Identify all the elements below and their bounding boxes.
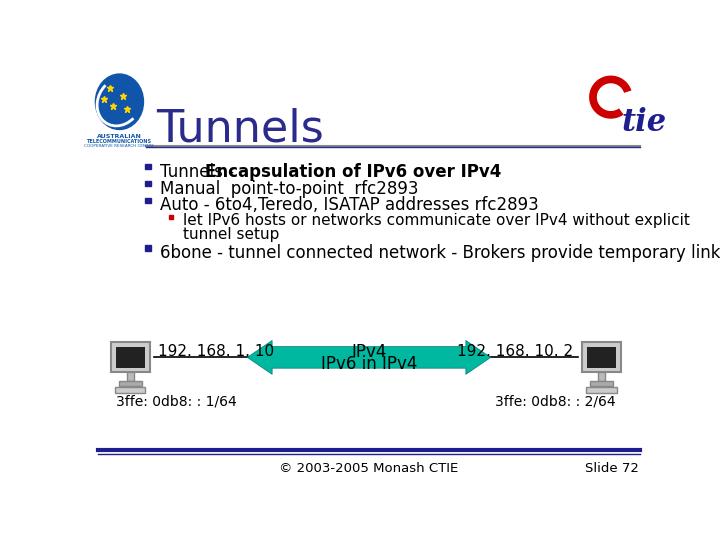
Polygon shape <box>248 340 490 374</box>
Bar <box>145 181 150 186</box>
Text: tunnel setup: tunnel setup <box>183 227 279 242</box>
Text: Auto - 6to4,Teredo, ISATAP addresses rfc2893: Auto - 6to4,Teredo, ISATAP addresses rfc… <box>160 197 539 214</box>
Text: 6bone - tunnel connected network - Brokers provide temporary links: 6bone - tunnel connected network - Broke… <box>160 244 720 262</box>
Text: IPv6 in IPv4: IPv6 in IPv4 <box>321 355 417 373</box>
Bar <box>145 198 150 203</box>
FancyBboxPatch shape <box>598 373 605 381</box>
Bar <box>145 245 150 251</box>
Text: © 2003-2005 Monash CTIE: © 2003-2005 Monash CTIE <box>279 462 459 475</box>
Text: IPv4: IPv4 <box>351 343 387 361</box>
FancyBboxPatch shape <box>111 342 150 373</box>
Ellipse shape <box>96 74 143 130</box>
Bar <box>169 215 174 219</box>
Text: AUSTRALIAN: AUSTRALIAN <box>97 134 142 139</box>
Text: let IPv6 hosts or networks communicate over IPv4 without explicit: let IPv6 hosts or networks communicate o… <box>183 213 690 228</box>
FancyBboxPatch shape <box>582 342 621 373</box>
Bar <box>145 164 150 169</box>
Text: 192. 168. 1. 10: 192. 168. 1. 10 <box>158 344 274 359</box>
Text: TELECOMMUNICATIONS: TELECOMMUNICATIONS <box>87 139 152 145</box>
Polygon shape <box>589 76 631 119</box>
FancyBboxPatch shape <box>119 381 142 386</box>
Text: 3ffe: 0db8: : 2/64: 3ffe: 0db8: : 2/64 <box>495 394 616 408</box>
Text: 192. 168. 10. 2: 192. 168. 10. 2 <box>457 344 574 359</box>
Text: Tunnels -: Tunnels - <box>160 163 239 180</box>
FancyBboxPatch shape <box>588 347 616 368</box>
FancyBboxPatch shape <box>127 373 134 381</box>
Text: tie: tie <box>621 107 667 138</box>
FancyBboxPatch shape <box>586 387 616 393</box>
Text: Manual  point-to-point  rfc2893: Manual point-to-point rfc2893 <box>160 179 418 198</box>
FancyBboxPatch shape <box>590 381 613 386</box>
FancyBboxPatch shape <box>115 387 145 393</box>
Text: COOPERATIVE RESEARCH CENTRE: COOPERATIVE RESEARCH CENTRE <box>84 144 155 148</box>
FancyBboxPatch shape <box>116 347 145 368</box>
Text: 3ffe: 0db8: : 1/64: 3ffe: 0db8: : 1/64 <box>117 394 237 408</box>
Text: Slide 72: Slide 72 <box>585 462 639 475</box>
Text: Encapsulation of IPv6 over IPv4: Encapsulation of IPv6 over IPv4 <box>204 163 501 180</box>
Text: Tunnels: Tunnels <box>156 107 323 150</box>
